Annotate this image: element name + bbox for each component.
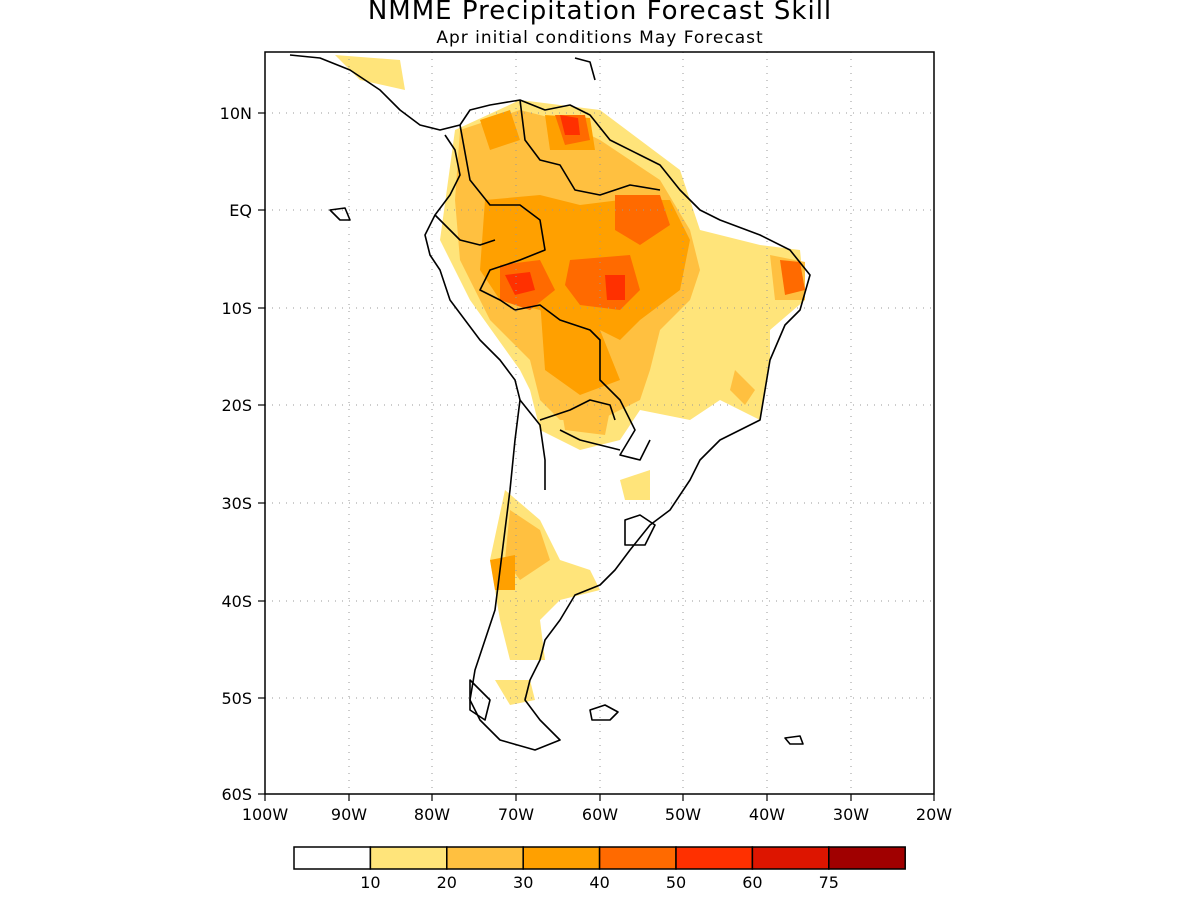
lat-label: 40S [221,592,252,611]
legend-swatch [522,846,601,870]
lon-label: 50W [665,805,701,824]
skill-shading [335,55,805,705]
legend-label: 10 [360,873,380,892]
legend-label: 30 [513,873,533,892]
lat-labels: 10N EQ 10S 20S 30S 40S 50S 60S [220,104,252,804]
lon-label: 40W [749,805,785,824]
lat-label: EQ [229,201,252,220]
lat-label: 10S [221,299,252,318]
legend-labels: 10 20 30 40 50 60 75 [360,873,839,892]
legend-label: 20 [437,873,457,892]
lat-label: 10N [220,104,252,123]
lon-label: 70W [498,805,534,824]
lon-label: 80W [414,805,450,824]
coastlines [289,54,811,751]
color-legend [293,846,906,870]
lat-label: 20S [221,396,252,415]
lon-ticks [264,794,935,801]
legend-label: 60 [742,873,762,892]
lat-label: 60S [221,785,252,804]
lat-ticks [258,112,265,795]
legend-label: 75 [819,873,839,892]
lon-label: 100W [242,805,289,824]
lat-label: 50S [221,689,252,708]
legend-swatch [293,846,372,870]
lon-label: 90W [331,805,367,824]
legend-swatch [598,846,677,870]
map-title: NMME Precipitation Forecast Skill [367,0,833,26]
lon-label: 60W [582,805,618,824]
legend-swatch [446,846,524,870]
lon-label: 20W [916,805,952,824]
legend-swatch [828,846,906,870]
legend-label: 40 [589,873,609,892]
legend-swatch [675,846,754,870]
map-subtitle: Apr initial conditions May Forecast [436,28,764,48]
legend-swatch [751,846,830,870]
lon-label: 30W [833,805,869,824]
lon-labels: 100W 90W 80W 70W 60W 50W 40W 30W 20W [242,805,952,824]
legend-swatch [369,846,448,870]
legend-label: 50 [666,873,686,892]
lat-label: 30S [221,494,252,513]
graticule [265,52,934,794]
